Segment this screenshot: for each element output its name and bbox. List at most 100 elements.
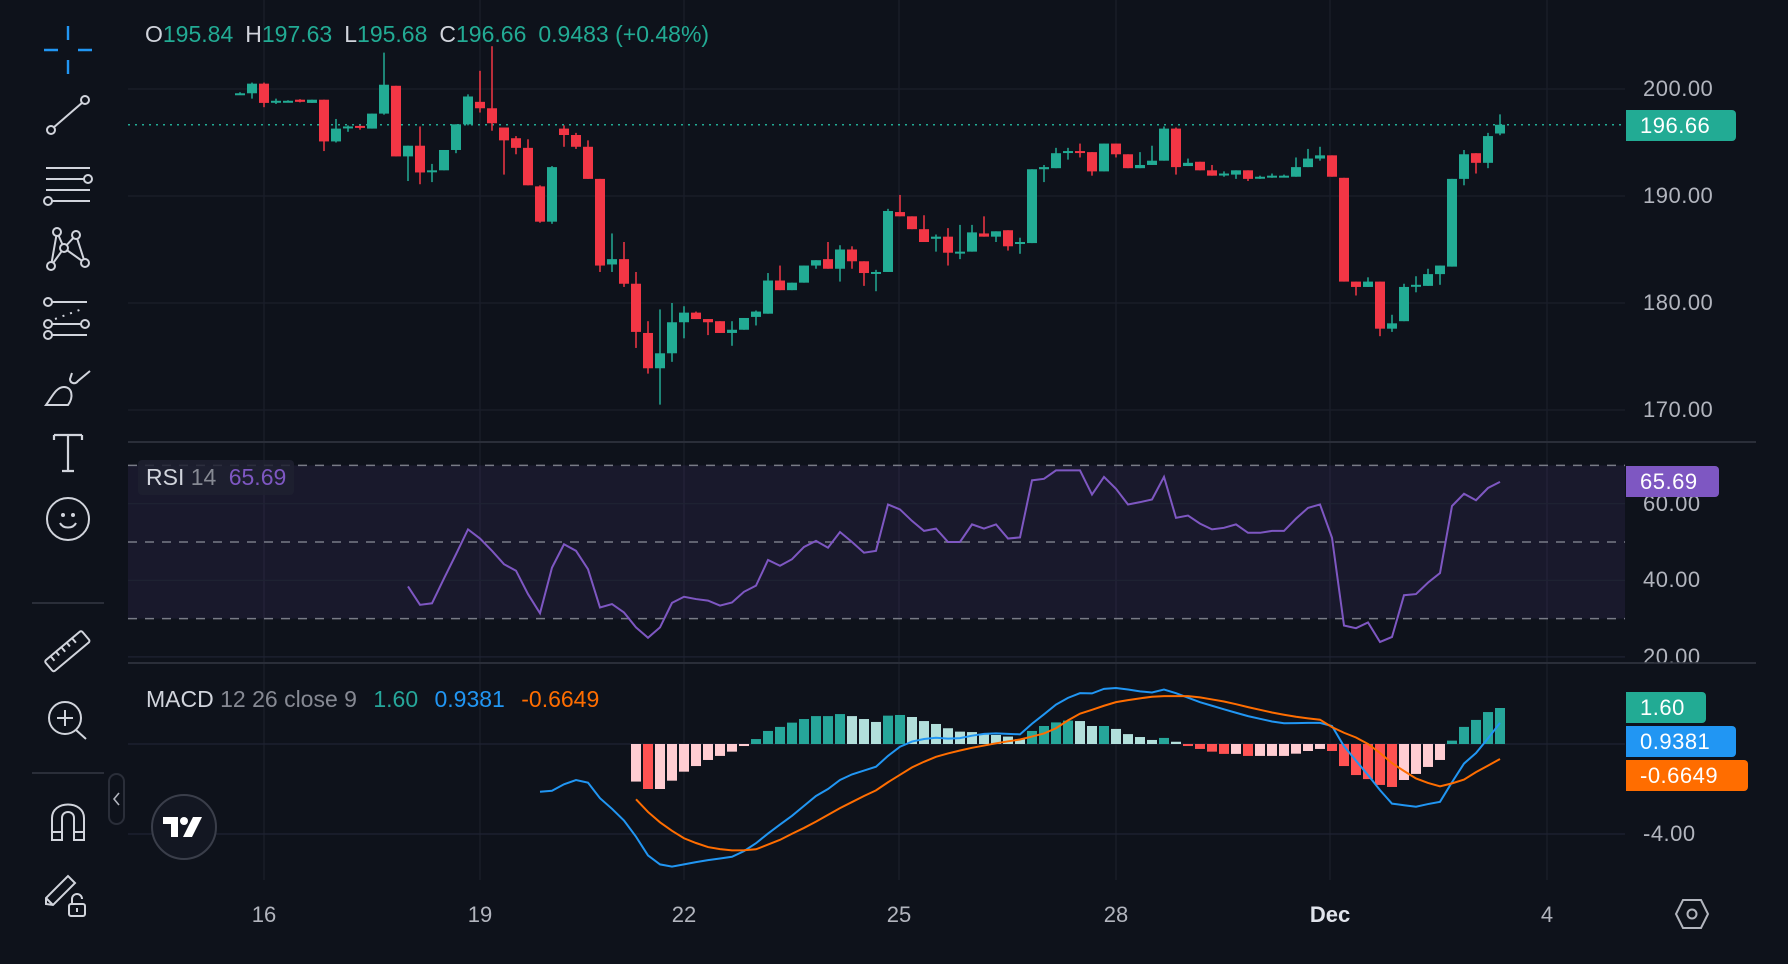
candle-body <box>1087 152 1097 172</box>
macd-histogram-bar <box>1459 726 1469 744</box>
brush-tool[interactable] <box>38 360 98 410</box>
macd-histogram-bar <box>1003 736 1013 744</box>
price-tick: 170.00 <box>1643 397 1714 422</box>
candle <box>1219 171 1229 177</box>
rsi-legend[interactable]: RSI 14 65.69 <box>138 460 295 495</box>
macd-legend[interactable]: MACD 12 26 close 9 1.60 0.9381 -0.6649 <box>138 682 607 717</box>
macd-line-badge: 0.9381 <box>1626 726 1736 757</box>
candle <box>631 271 641 348</box>
candle <box>403 145 413 182</box>
macd-pane <box>128 686 1625 868</box>
candle-body <box>895 212 905 217</box>
candle <box>847 246 857 269</box>
lock-drawings-tool[interactable] <box>38 868 98 918</box>
candle-body <box>259 83 269 103</box>
candle-body <box>235 93 245 96</box>
rsi-tick: 20.00 <box>1643 644 1701 669</box>
candle <box>1123 154 1133 169</box>
candle-body <box>511 138 521 148</box>
candle <box>1399 283 1409 322</box>
macd-signal-line <box>635 695 1501 852</box>
candle-body <box>823 259 833 269</box>
candle <box>787 282 797 291</box>
candle <box>1015 237 1025 254</box>
candle <box>607 233 617 272</box>
candle <box>1459 149 1469 186</box>
candle-body <box>1291 167 1301 177</box>
candle-body <box>979 233 989 237</box>
candle <box>919 215 929 243</box>
rsi-value: 65.69 <box>228 464 287 490</box>
macd-histogram-bar <box>1423 744 1433 767</box>
crosshair-tool[interactable] <box>38 25 98 75</box>
pattern-tool[interactable] <box>38 225 98 275</box>
candle-body <box>451 124 461 150</box>
candle-body <box>475 101 485 109</box>
candle <box>1207 164 1217 176</box>
grid-lines <box>128 0 1756 880</box>
candle <box>511 136 521 155</box>
candle-body <box>919 229 929 243</box>
candle <box>1087 152 1097 176</box>
candle <box>535 185 545 223</box>
candle <box>307 99 317 103</box>
macd-signal-value: -0.6649 <box>521 686 600 712</box>
candle <box>859 261 869 286</box>
macd-histogram-bar <box>1315 744 1325 749</box>
macd-histogram-bar <box>1483 712 1493 744</box>
candle <box>319 99 329 152</box>
collapse-toolbar-button[interactable] <box>108 773 125 825</box>
chart-settings-button[interactable] <box>1674 897 1710 931</box>
rsi-name: RSI <box>146 464 185 490</box>
tradingview-logo[interactable] <box>151 794 217 860</box>
macd-histogram-bar <box>655 744 665 789</box>
macd-histogram-bar <box>1243 744 1253 756</box>
candle-body <box>883 210 893 272</box>
open-value: 195.84 <box>162 21 234 47</box>
candle <box>331 118 341 143</box>
macd-histogram-bar <box>1195 744 1205 749</box>
candle <box>1231 170 1241 179</box>
toolbar-divider <box>32 602 104 604</box>
crosshair-icon <box>44 26 92 74</box>
candle-body <box>1171 128 1181 168</box>
toolbar-divider <box>32 772 104 774</box>
candle-body <box>787 282 797 291</box>
macd-histogram-bar <box>631 744 641 782</box>
macd-histogram-bar <box>739 744 749 747</box>
candle <box>523 139 533 186</box>
fib-retracement-tool[interactable] <box>38 157 98 207</box>
candle-body <box>1027 169 1037 244</box>
candle <box>571 132 581 149</box>
candle-body <box>1243 170 1253 179</box>
text-tool[interactable] <box>38 428 98 478</box>
candle-body <box>463 96 473 125</box>
candle-body <box>391 85 401 157</box>
candle <box>391 85 401 157</box>
macd-tick: -4.00 <box>1643 821 1696 846</box>
trend-line-tool[interactable] <box>38 90 98 140</box>
candle <box>1495 114 1505 136</box>
candle <box>295 99 305 103</box>
forecast-tool[interactable] <box>38 293 98 343</box>
measure-tool[interactable] <box>38 627 98 677</box>
candle <box>883 208 893 272</box>
zoom-in-tool[interactable] <box>38 696 98 746</box>
candle <box>1243 170 1253 182</box>
macd-histogram-bar <box>691 744 701 767</box>
time-tick: 28 <box>1103 902 1129 927</box>
change-value: 0.9483 (+0.48%) <box>538 21 710 47</box>
candle-body <box>955 251 965 254</box>
magnet-tool[interactable] <box>38 795 98 845</box>
candle <box>811 260 821 269</box>
candle-body <box>763 280 773 314</box>
candle-body <box>295 99 305 102</box>
candle-body <box>931 236 941 239</box>
candle <box>703 319 713 336</box>
candle <box>343 125 353 132</box>
candle <box>271 98 281 104</box>
macd-histogram-bar <box>1147 739 1157 744</box>
emoji-tool[interactable] <box>38 494 98 544</box>
candle-body <box>1207 170 1217 176</box>
